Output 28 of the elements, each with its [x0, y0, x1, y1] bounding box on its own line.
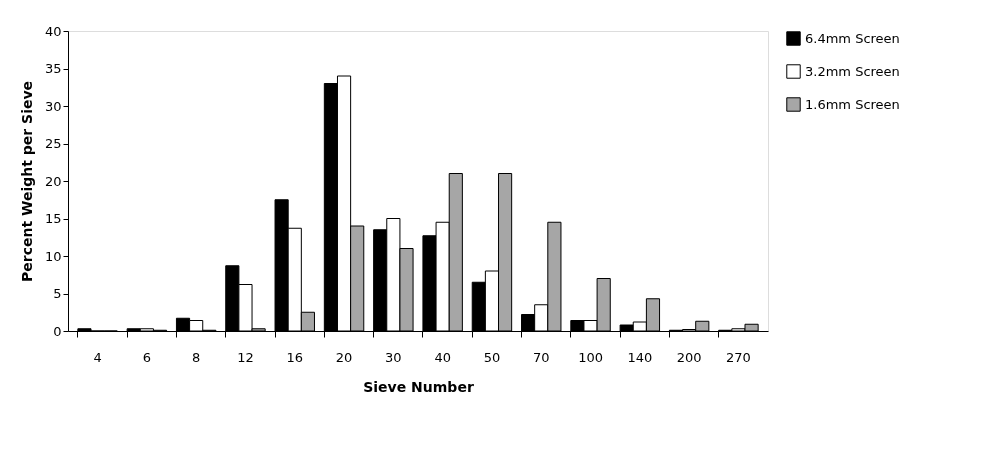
x-tick-label: 30 [385, 349, 402, 365]
legend-label: 3.2mm Screen [805, 63, 900, 79]
x-tick-label: 40 [434, 349, 451, 365]
legend-label: 6.4mm Screen [805, 30, 900, 46]
y-tick-label: 40 [44, 23, 62, 39]
x-tick-label: 12 [237, 349, 254, 365]
y-tick-label: 25 [44, 136, 62, 151]
y-tick-label: 15 [44, 211, 62, 226]
x-tick-label: 8 [192, 349, 201, 365]
x-tick-label: 270 [726, 349, 751, 365]
x-axis-title: Sieve Number [363, 378, 474, 395]
x-tick-label: 100 [578, 349, 603, 365]
x-tick-label: 6 [142, 349, 152, 365]
y-tick-label: 0 [53, 323, 62, 339]
x-tick-label: 16 [286, 349, 304, 365]
y-tick-label: 20 [44, 173, 62, 189]
x-tick-label: 200 [676, 349, 702, 365]
x-tick-label: 140 [627, 349, 653, 365]
y-tick-label: 10 [44, 248, 62, 264]
x-tick-label: 50 [483, 349, 501, 365]
x-tick-label: 20 [335, 349, 353, 365]
legend-label: 1.6mm Screen [805, 96, 900, 112]
y-tick-label: 5 [53, 286, 62, 301]
y-axis-title: Percent Weight per Sieve [18, 80, 35, 283]
x-tick-label: 70 [532, 349, 550, 365]
y-tick-label: 35 [44, 61, 62, 76]
x-tick-label: 4 [93, 349, 102, 365]
y-tick-label: 30 [44, 98, 62, 114]
